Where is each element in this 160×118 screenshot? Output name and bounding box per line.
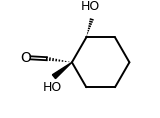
Text: HO: HO (43, 81, 62, 94)
Text: HO: HO (80, 0, 100, 13)
Polygon shape (52, 62, 72, 79)
Text: O: O (20, 51, 31, 65)
